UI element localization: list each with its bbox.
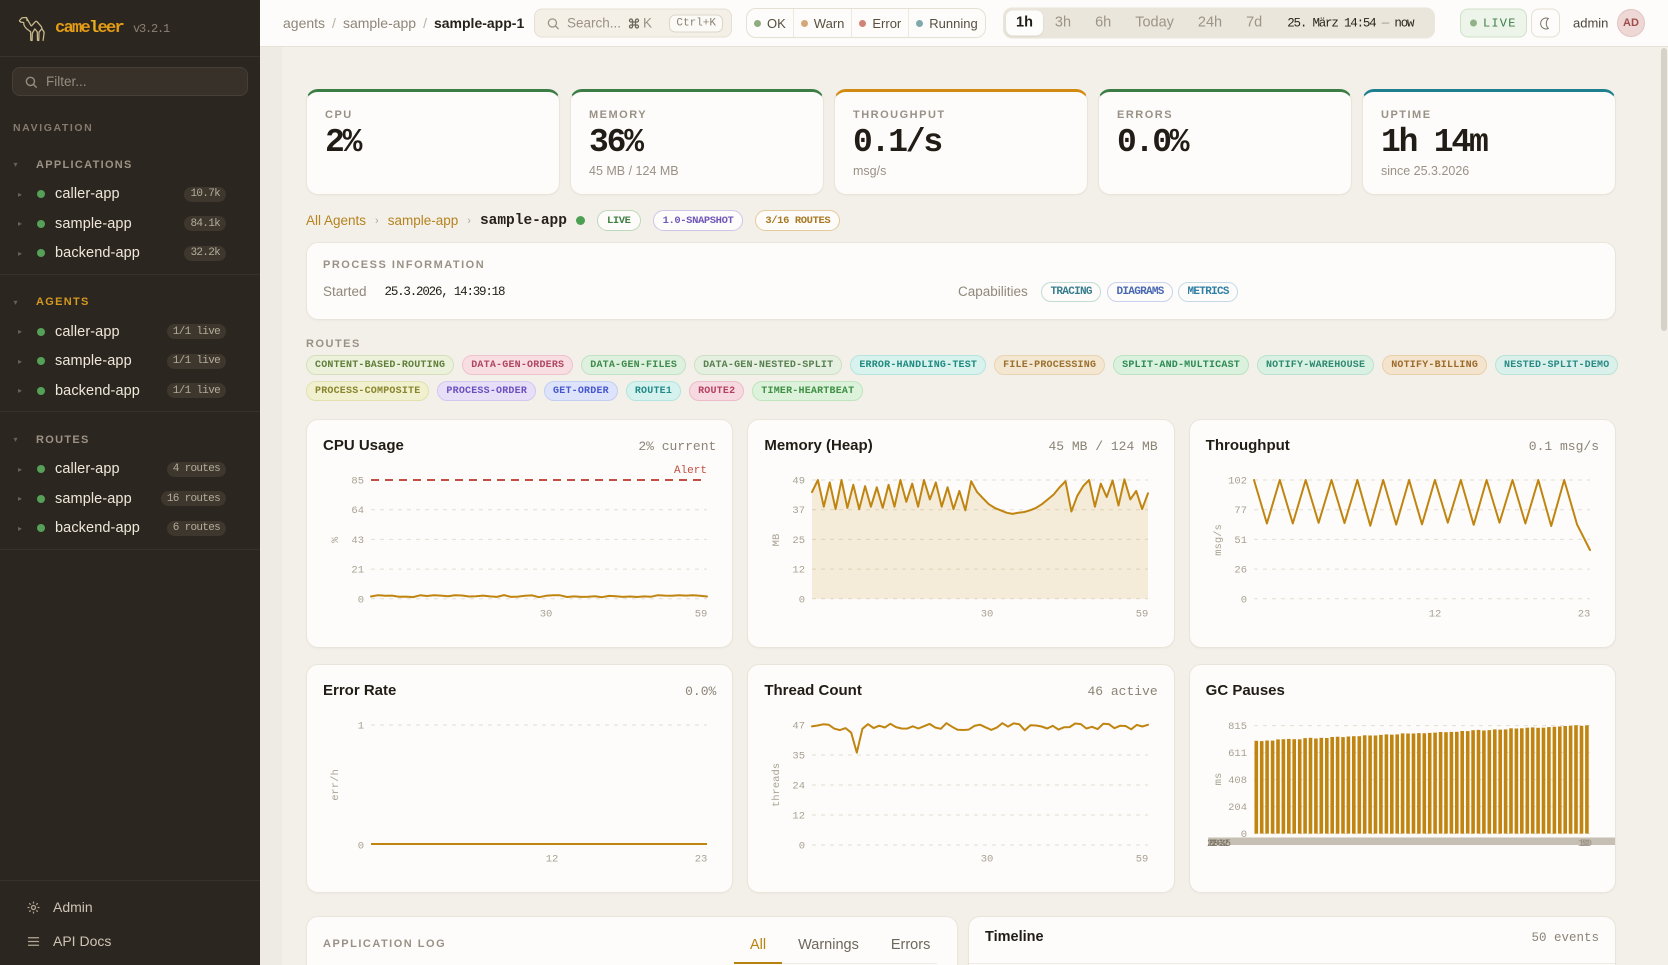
svg-text:204: 204 [1228,802,1247,814]
svg-text:ms: ms [1213,773,1225,786]
svg-text:25: 25 [793,535,806,547]
svg-text:msg/s: msg/s [1213,524,1225,556]
svg-text:30: 30 [540,609,553,621]
svg-text:408: 408 [1228,775,1247,787]
svg-text:59: 59 [1136,609,1149,621]
svg-text:12: 12 [546,854,559,866]
svg-text:15000: 15000 [1578,839,1592,850]
svg-text:0: 0 [358,594,364,606]
svg-text:30: 30 [981,609,994,621]
svg-text:43: 43 [351,535,364,547]
svg-text:47: 47 [793,721,806,733]
svg-text:21: 21 [351,565,364,577]
svg-text:err/h: err/h [330,769,342,801]
svg-text:0: 0 [799,594,805,606]
svg-text:threads: threads [771,763,783,807]
svg-text:0: 0 [799,841,805,853]
svg-text:77: 77 [1234,505,1247,517]
svg-text:37: 37 [793,505,806,517]
svg-text:12: 12 [1428,609,1441,621]
svg-text:23: 23 [695,854,708,866]
svg-text:%: % [330,536,342,543]
svg-text:85: 85 [351,476,364,488]
svg-text:26: 26 [1234,565,1247,577]
svg-text:59: 59 [695,609,708,621]
svg-text:815: 815 [1228,721,1247,733]
svg-text:12: 12 [793,565,806,577]
svg-text:2020-03-25: 2020-03-25 [1207,839,1231,850]
svg-text:23: 23 [1577,609,1590,621]
svg-text:611: 611 [1228,748,1247,760]
svg-text:64: 64 [351,505,364,517]
svg-text:51: 51 [1234,535,1247,547]
svg-text:MB: MB [771,534,783,547]
svg-text:Alert: Alert [674,465,707,477]
svg-text:102: 102 [1228,476,1247,488]
svg-text:1: 1 [358,721,364,733]
svg-text:35: 35 [793,751,806,763]
svg-text:12: 12 [793,811,806,823]
svg-text:0: 0 [1240,594,1246,606]
svg-text:30: 30 [981,854,994,866]
svg-text:59: 59 [1136,854,1149,866]
svg-text:0: 0 [1240,829,1246,841]
svg-text:0: 0 [358,841,364,853]
svg-text:49: 49 [793,476,806,488]
svg-text:24: 24 [793,781,806,793]
